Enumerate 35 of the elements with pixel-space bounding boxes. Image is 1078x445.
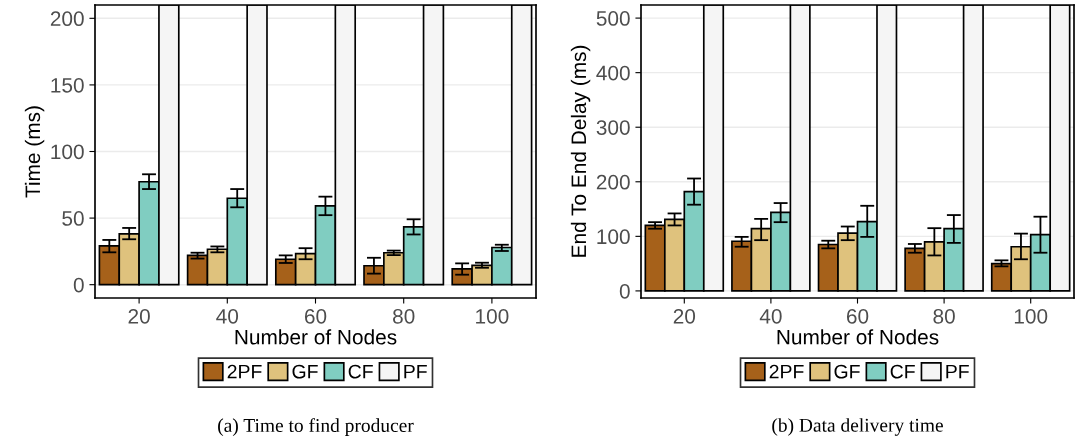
x-tick-label: 80	[393, 308, 415, 324]
legend-label: GF	[834, 364, 860, 379]
x-axis-title: Number of Nodes	[777, 329, 939, 345]
y-tick-label: 200	[596, 174, 630, 190]
y-tick-label: 50	[62, 211, 84, 226]
y-tick-label: 0	[619, 283, 630, 299]
y-tick-label: 200	[50, 11, 84, 27]
legend-label: CF	[890, 364, 915, 379]
legend-label: CF	[348, 364, 373, 379]
x-axis-title: Number of Nodes	[235, 329, 397, 345]
x-tick-label: 60	[846, 308, 869, 324]
y-tick-label: 400	[596, 65, 630, 81]
x-tick-label: 40	[759, 308, 782, 324]
legend-label: 2PF	[227, 364, 262, 379]
legend-label: PF	[404, 364, 427, 379]
x-tick-label: 80	[933, 308, 955, 324]
text: (b) Data delivery time	[772, 418, 943, 436]
legend-label: GF	[292, 364, 318, 379]
x-tick-label: 100	[476, 308, 509, 324]
x-tick-label: 20	[128, 308, 150, 324]
y-tick-label: 500	[596, 11, 630, 26]
text: (a) Time to find producer	[218, 418, 414, 436]
x-tick-label: 40	[216, 308, 239, 324]
legend-label: PF	[946, 364, 969, 379]
y-tick-label: 300	[596, 120, 630, 135]
y-tick-label: 100	[51, 144, 84, 160]
y-tick-label: 0	[73, 277, 84, 293]
x-tick-label: 60	[304, 308, 327, 324]
x-tick-label: 20	[673, 308, 696, 324]
legend-label: 2PF	[769, 364, 804, 379]
y-axis-title: End To End Delay (ms)	[570, 45, 591, 257]
y-tick-label: 100	[597, 229, 630, 245]
y-tick-label: 150	[51, 77, 84, 93]
y-axis-title: Time (ms)	[24, 106, 45, 198]
x-tick-label: 100	[1014, 308, 1048, 324]
